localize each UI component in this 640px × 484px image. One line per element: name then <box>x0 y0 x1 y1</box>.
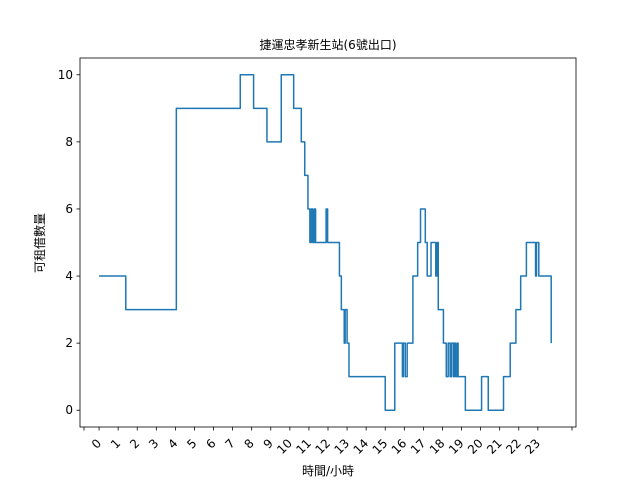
y-axis-label: 可租借數量 <box>33 213 47 273</box>
series-line-0 <box>99 74 552 411</box>
y-axis-ticks: 0 2 4 6 8 10 <box>58 68 80 417</box>
plot-frame <box>79 57 577 428</box>
y-tick-label: 2 <box>65 336 73 350</box>
y-tick-label: 4 <box>65 269 73 283</box>
chart-title: 捷運忠孝新生站(6號出口) <box>260 37 397 52</box>
y-tick-label: 10 <box>58 68 73 82</box>
y-tick-label: 6 <box>65 202 73 216</box>
y-tick-label: 0 <box>65 403 73 417</box>
data-layer <box>99 74 552 411</box>
y-tick-label: 8 <box>65 135 73 149</box>
x-axis-label: 時間/小時 <box>302 464 354 478</box>
